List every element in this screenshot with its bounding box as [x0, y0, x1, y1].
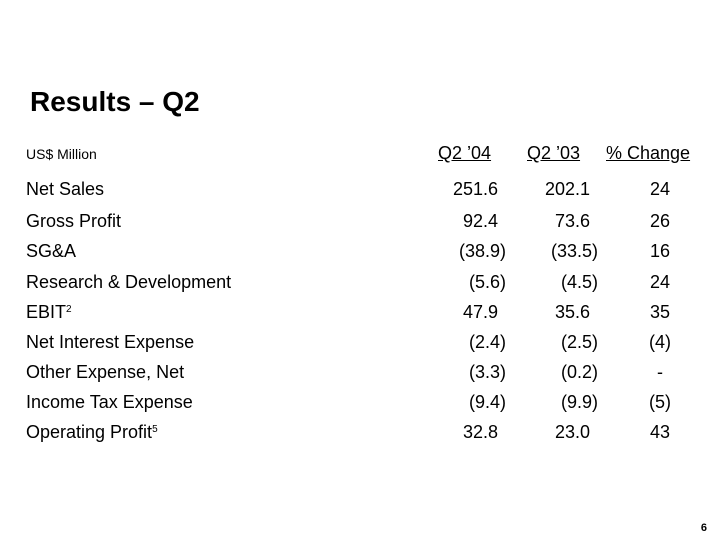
row-label: Research & Development	[26, 272, 231, 293]
value-q2-03: (33.5)	[550, 241, 598, 261]
row-label: Income Tax Expense	[26, 392, 193, 413]
value-change: (5)	[649, 392, 671, 412]
row-label: SG&A	[26, 241, 76, 262]
row-label-text: Research & Development	[26, 272, 232, 292]
unit-label: US$ Million	[26, 146, 97, 162]
value-q2-03: 35.6	[554, 302, 590, 322]
page-title: Results – Q2	[30, 86, 200, 117]
row-label-text: Net Interest Expense	[26, 332, 195, 352]
table-row: Gross Profit 92.4 73.6 26	[0, 211, 720, 235]
value-change: 16	[649, 241, 671, 261]
value-q2-03: 202.1	[544, 179, 590, 199]
row-label-text: Gross Profit	[26, 211, 122, 231]
table-row: Net Sales 251.6 202.1 24	[0, 179, 720, 203]
footnote-marker: 2	[66, 304, 72, 315]
value-q2-03: (4.5)	[560, 272, 598, 292]
row-label: Net Interest Expense	[26, 332, 194, 353]
row-label-text: Net Sales	[26, 179, 105, 199]
value-q2-04: (3.3)	[468, 362, 506, 382]
table-row: Other Expense, Net (3.3) (0.2) -	[0, 362, 720, 386]
value-q2-04: 47.9	[462, 302, 498, 322]
table-row: SG&A (38.9) (33.5) 16	[0, 241, 720, 265]
page-number: 6	[700, 522, 707, 534]
table-row: EBIT2 47.9 35.6 35	[0, 302, 720, 326]
value-change: 24	[649, 179, 671, 199]
row-label: Net Sales	[26, 179, 104, 200]
value-change: 24	[649, 272, 671, 292]
value-q2-03: (9.9)	[560, 392, 598, 412]
row-label-text: SG&A	[26, 241, 77, 261]
row-label-text: Operating Profit	[26, 422, 153, 442]
row-label-text: Income Tax Expense	[26, 392, 193, 412]
column-header-q2-04: Q2 ’04	[438, 143, 492, 163]
column-header-q2-03: Q2 ’03	[527, 143, 581, 163]
row-label-text: EBIT	[26, 302, 67, 322]
column-header-change: % Change	[606, 143, 691, 163]
value-q2-03: 73.6	[554, 211, 590, 231]
value-q2-03: 23.0	[554, 422, 590, 442]
row-label: EBIT2	[26, 302, 72, 323]
table-row: Income Tax Expense (9.4) (9.9) (5)	[0, 392, 720, 416]
value-q2-04: (38.9)	[458, 241, 506, 261]
value-q2-04: 32.8	[462, 422, 498, 442]
row-label: Operating Profit5	[26, 422, 158, 443]
table-row: Operating Profit5 32.8 23.0 43	[0, 422, 720, 446]
row-label-text: Other Expense, Net	[26, 362, 185, 382]
value-q2-04: (5.6)	[468, 272, 506, 292]
value-q2-04: (2.4)	[468, 332, 506, 352]
value-change: 35	[649, 302, 671, 322]
row-label: Other Expense, Net	[26, 362, 184, 383]
value-q2-04: (9.4)	[468, 392, 506, 412]
table-row: Net Interest Expense (2.4) (2.5) (4)	[0, 332, 720, 356]
value-change: (4)	[649, 332, 671, 352]
value-q2-04: 251.6	[452, 179, 498, 199]
table-row: Research & Development (5.6) (4.5) 24	[0, 272, 720, 296]
value-q2-04: 92.4	[462, 211, 498, 231]
footnote-marker: 5	[152, 424, 158, 435]
value-change: 26	[649, 211, 671, 231]
value-q2-03: (0.2)	[560, 362, 598, 382]
value-q2-03: (2.5)	[560, 332, 598, 352]
row-label: Gross Profit	[26, 211, 121, 232]
value-change: 43	[649, 422, 671, 442]
value-change: -	[657, 362, 663, 382]
